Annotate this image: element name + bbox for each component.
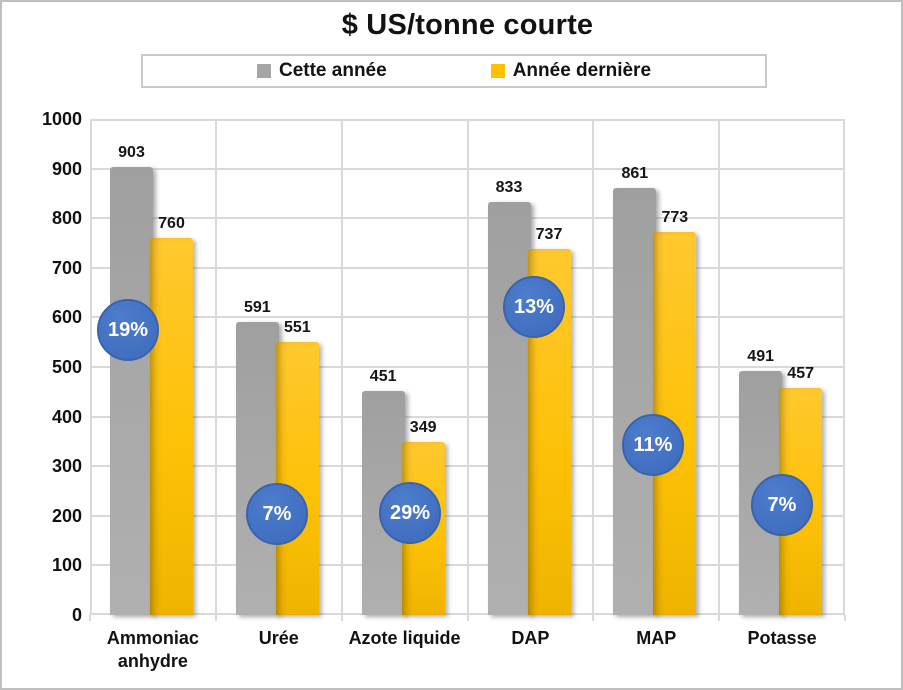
percent-change-badge: 29% [379,482,441,544]
chart-title: $ US/tonne courte [341,9,594,41]
y-axis-tick-label: 200 [51,505,82,526]
vertical-gridline [466,119,469,615]
vertical-gridline [592,119,595,615]
bar-value-label: 591 [243,298,271,316]
bar-value-label: 349 [409,418,437,436]
legend-entry-annee-derniere[interactable]: Année dernière [490,60,652,82]
category-tick-mark [844,615,846,621]
y-axis-tick-label: 0 [71,605,82,625]
category-label: Ammoniac anhydre [106,628,199,672]
bar-value-label: 773 [661,208,689,226]
category-label: Potasse [747,628,817,648]
bar-value-label: 457 [787,365,814,383]
y-axis-tick-label: 300 [51,456,82,477]
plot-border [90,119,845,615]
bar-value-label: 551 [283,318,311,336]
bar-cette-annee [110,167,153,615]
category-label: Azote liquide [348,628,461,648]
category-tick-mark [592,615,595,621]
category-tick-mark [466,615,469,621]
y-axis-tick-label: 600 [51,307,82,328]
bar-value-label: 861 [621,164,649,182]
percent-change-badge: 19% [97,299,159,361]
bar-cette-annee [235,321,279,615]
legend-swatch-yellow [490,64,505,78]
category-tick-mark [89,615,91,621]
category-label: DAP [511,628,550,648]
legend-label-annee-derniere: Année dernière [512,60,652,81]
bar-value-label: 451 [369,368,397,386]
bar-value-label: 491 [747,348,774,366]
category-tick-mark [340,615,343,621]
legend[interactable]: Cette année Année dernière [141,54,767,88]
y-axis-tick-label: 800 [51,208,82,229]
percent-change-badge: 7% [751,474,813,536]
y-axis-tick-label: 900 [51,158,82,179]
bar-cette-annee [613,187,657,615]
bar-value-label: 760 [158,215,185,233]
y-axis-tick-label: 700 [51,257,82,278]
bar-value-label: 737 [535,226,563,244]
y-axis-tick-label: 400 [51,406,82,427]
category-label: MAP [636,628,677,648]
bar-annee-derniere [275,341,319,615]
bar-annee-derniere [150,238,193,615]
legend-swatch-gray [256,64,271,78]
category-tick-mark [718,615,721,621]
y-axis-tick-label: 1000 [41,109,82,129]
vertical-gridline [718,119,721,615]
legend-label-cette-annee: Cette année [278,60,387,81]
bar-cette-annee [487,201,531,615]
percent-change-badge: 7% [246,483,308,545]
legend-entry-cette-annee[interactable]: Cette année [256,60,387,82]
bar-value-label: 903 [118,144,145,162]
percent-change-badge: 11% [622,414,684,476]
category-tick-mark [214,615,217,621]
vertical-gridline [340,119,343,615]
y-axis-tick-label: 100 [51,555,82,576]
bar-value-label: 833 [495,178,523,196]
y-axis-tick-label: 500 [51,357,82,377]
percent-change-badge: 13% [503,276,565,338]
category-label: Urée [258,628,299,648]
vertical-gridline [214,119,217,615]
